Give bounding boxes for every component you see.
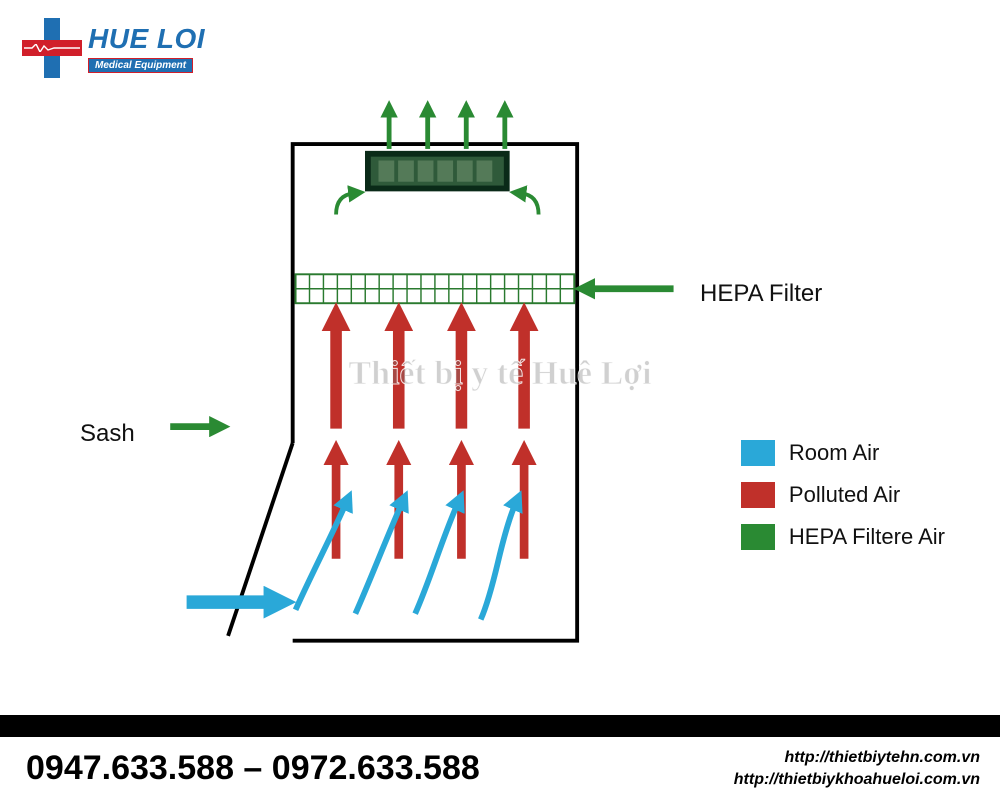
legend-swatch [741, 440, 775, 466]
phone-2: 0972.633.588 [272, 749, 480, 787]
phone-1: 0947.633.588 [26, 749, 234, 787]
legend-swatch [741, 482, 775, 508]
footer-phones: 0947.633.588 – 0972.633.588 [26, 749, 480, 788]
footer-divider [0, 715, 1000, 737]
legend-label: HEPA Filtere Air [789, 524, 945, 550]
brand-logo: HUE LOI Medical Equipment [22, 18, 205, 78]
logo-cross-icon [22, 18, 82, 78]
legend-label: Polluted Air [789, 482, 900, 508]
footer-url-2: http://thietbiykhoahueloi.com.vn [734, 769, 980, 791]
legend-swatch [741, 524, 775, 550]
footer-url-1: http://thietbiytehn.com.vn [734, 747, 980, 769]
phone-sep: – [234, 749, 272, 787]
watermark-text: Thiết bị y tế Huê Lợi [348, 355, 651, 393]
legend: Room Air Polluted Air HEPA Filtere Air [741, 440, 945, 566]
footer: 0947.633.588 – 0972.633.588 http://thiet… [0, 715, 1000, 800]
brand-subtitle: Medical Equipment [88, 58, 193, 73]
brand-name: HUE LOI [88, 23, 205, 55]
legend-label: Room Air [789, 440, 879, 466]
page-canvas: HUE LOI Medical Equipment Sash HEPA Filt… [0, 0, 1000, 800]
legend-item: Polluted Air [741, 482, 945, 508]
sash-label: Sash [80, 420, 135, 448]
legend-item: Room Air [741, 440, 945, 466]
legend-item: HEPA Filtere Air [741, 524, 945, 550]
footer-urls: http://thietbiytehn.com.vn http://thietb… [734, 747, 980, 790]
